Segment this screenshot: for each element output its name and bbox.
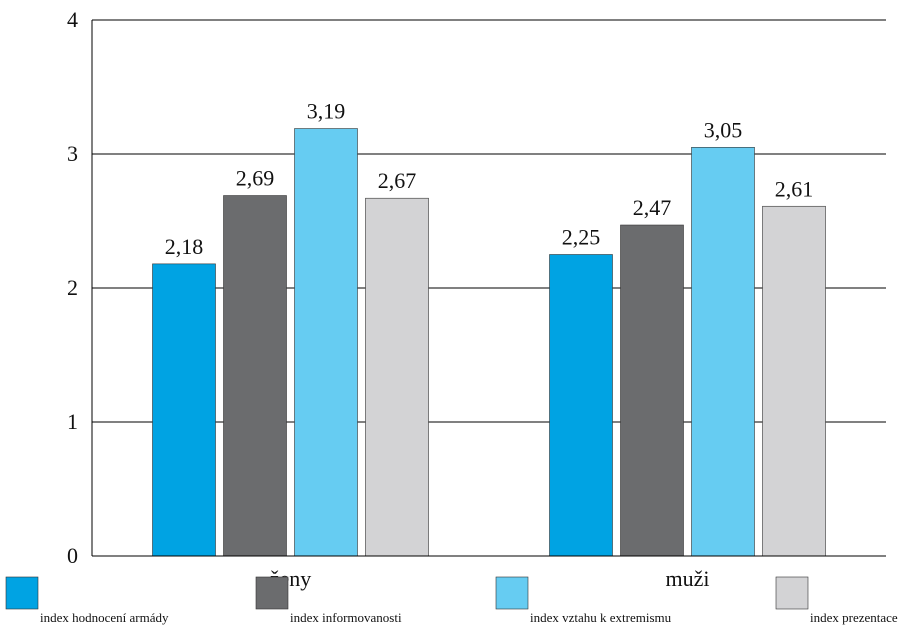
y-tick-label: 3 <box>67 141 78 166</box>
data-label: 2,67 <box>378 168 417 193</box>
bar <box>366 198 429 556</box>
legend-swatch <box>496 577 528 609</box>
y-tick-label: 4 <box>67 7 78 32</box>
data-label: 2,25 <box>562 225 601 250</box>
x-category-label: muži <box>666 566 710 591</box>
bar <box>550 255 613 557</box>
data-label: 2,69 <box>236 166 275 191</box>
bar <box>224 196 287 556</box>
legend-label: index informovanosti <box>290 610 402 625</box>
legend-swatch <box>776 577 808 609</box>
data-label: 2,18 <box>165 234 204 259</box>
legend-swatch <box>6 577 38 609</box>
x-axis-categories: ženy muži <box>270 566 710 591</box>
bar <box>153 264 216 556</box>
legend-label: index prezentace <box>810 610 898 625</box>
data-label: 2,61 <box>775 176 814 201</box>
data-label: 3,19 <box>307 99 346 124</box>
legend: index hodnocení armády index informovanos… <box>6 577 898 625</box>
bar <box>295 129 358 556</box>
legend-swatch <box>256 577 288 609</box>
data-label: 3,05 <box>704 117 743 142</box>
legend-label: index hodnocení armády <box>40 610 169 625</box>
legend-label: index vztahu k extremismu <box>530 610 672 625</box>
bar <box>621 225 684 556</box>
data-label: 2,47 <box>633 195 672 220</box>
bars <box>153 129 826 556</box>
y-tick-label: 0 <box>67 543 78 568</box>
y-tick-label: 2 <box>67 275 78 300</box>
bar <box>692 147 755 556</box>
y-tick-label: 1 <box>67 409 78 434</box>
bar <box>763 206 826 556</box>
y-axis-ticks: 0 1 2 3 4 <box>67 7 78 568</box>
